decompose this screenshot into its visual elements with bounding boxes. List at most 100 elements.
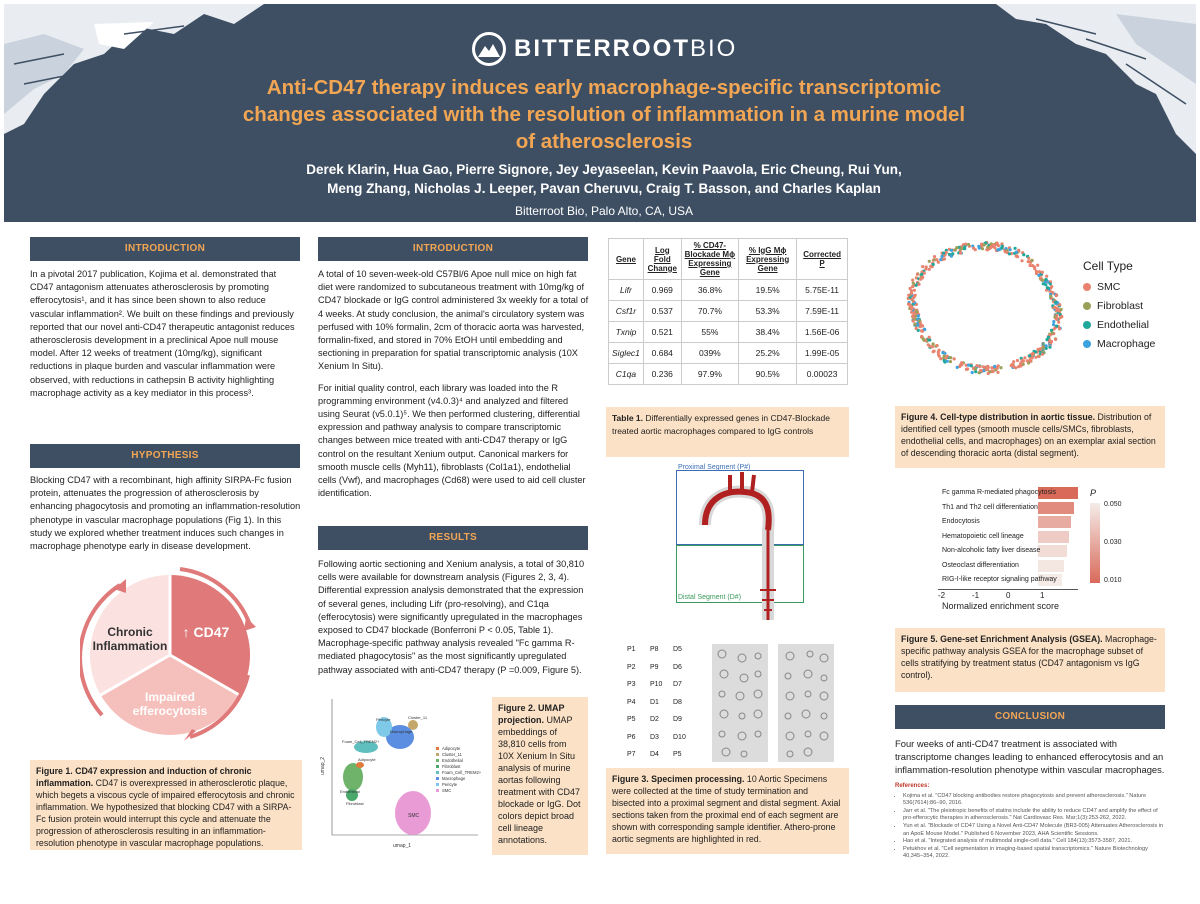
cell-point (1049, 328, 1054, 332)
specimen-label: D8 (673, 698, 682, 706)
cell-point (920, 272, 924, 276)
company-logo: BITTERROOTBIO (472, 32, 737, 66)
cycle-arrow-3 (80, 583, 122, 717)
umap-legend: Adipocyte Cluster_11 Endothelial Fibrobl… (436, 746, 482, 793)
celltype-legend-item: Fibroblast (1083, 300, 1155, 312)
cell-point (959, 247, 963, 251)
table-cell: 0.236 (642, 363, 682, 385)
cell-point (923, 327, 927, 332)
cycle-arrow-2 (189, 674, 250, 739)
figure2-caption-body: UMAP embeddings of 38,810 cells from 10X… (498, 715, 581, 845)
table-row: Csf1r 0.537 70.7% 53.3% 7.59E-11 (608, 300, 848, 322)
author-list: Derek Klarin, Hua Gao, Pierre Signore, J… (306, 162, 902, 196)
gsea-colorbar-tick: 0.030 (1104, 539, 1122, 546)
cell-point (910, 307, 914, 311)
umap-y-label: umap_2 (320, 757, 326, 775)
cell-point (942, 251, 946, 255)
cell-point (1055, 324, 1059, 328)
specimen-label: D2 (650, 716, 659, 723)
umap-label-endothelial: Endothelial (340, 789, 360, 794)
reference-item: Jarr et al. "The pleiotropic benefits of… (903, 808, 1167, 823)
gsea-chart: Fc gamma R-mediated phagocytosis Th1 and … (930, 485, 1145, 615)
legend-dot-icon (1083, 321, 1091, 329)
cell-point (996, 370, 1000, 374)
cell-point (937, 353, 941, 357)
cell-point (931, 350, 935, 354)
cell-point (1054, 300, 1058, 304)
specimen-label: P3 (627, 681, 636, 688)
table-cell: Txnip (608, 321, 644, 343)
cell-point (1046, 335, 1050, 339)
cell-point (939, 258, 943, 262)
table-cell: 1.99E-05 (796, 342, 848, 364)
cell-point (1037, 354, 1041, 359)
cell-point (960, 361, 964, 365)
cell-point (1028, 263, 1032, 268)
cell-point (916, 314, 920, 318)
table-cell: Lifr (608, 279, 644, 301)
figure4-caption-title: Figure 4. Cell-type distribution in aort… (901, 412, 1096, 422)
cell-point (980, 247, 985, 251)
cell-point (1016, 255, 1020, 259)
cell-point (1048, 282, 1052, 286)
table-cell: 53.3% (738, 300, 798, 322)
gsea-pathway-label: Hematopoietic cell lineage (942, 532, 1024, 540)
figure1-caption-title: Figure 1. CD47 expression and induction … (36, 766, 252, 788)
gsea-x-label: Normalized enrichment score (942, 601, 1060, 611)
gsea-x-tick: 1 (1040, 591, 1045, 600)
specimen-label: P1 (627, 646, 636, 653)
figure3-caption: Figure 3. Specimen processing. 10 Aortic… (606, 768, 849, 854)
cell-point (1060, 315, 1064, 319)
cell-point (908, 286, 912, 291)
aorta-diagram (699, 472, 776, 620)
cell-point (1038, 347, 1043, 351)
mountain-logo-icon (472, 32, 506, 66)
specimen-label: D10 (673, 733, 686, 741)
cycle-diagram (80, 567, 256, 741)
affiliation: Bitterroot Bio, Palo Alto, CA, USA (514, 204, 694, 218)
cell-point (942, 354, 946, 358)
cell-point (914, 276, 918, 280)
specimen-label: D3 (650, 733, 659, 741)
cell-point (910, 310, 914, 314)
celltype-legend-item: Macrophage (1083, 338, 1155, 350)
specimen-label: P4 (627, 698, 636, 706)
legend-dot-icon (1083, 302, 1091, 310)
figure4-caption: Figure 4. Cell-type distribution in aort… (895, 406, 1165, 468)
cell-point (1057, 320, 1061, 324)
cycle-arrow-1 (179, 567, 252, 626)
table1-caption-body: Differentially expressed genes in CD47-B… (612, 413, 830, 436)
cell-point (1009, 363, 1013, 368)
table-cell: 5.75E-11 (796, 279, 848, 301)
gsea-bar (1038, 574, 1062, 586)
gsea-bar (1038, 487, 1079, 499)
conclusion-heading: CONCLUSION (895, 705, 1165, 729)
cell-point (932, 255, 937, 259)
figure1-caption: Figure 1. CD47 expression and induction … (30, 760, 302, 850)
cell-point (996, 364, 1000, 368)
cell-point (966, 367, 970, 371)
table-header-cell: % IgG Mɸ Expressing Gene (738, 238, 798, 280)
table-cell: 70.7% (680, 300, 740, 322)
cell-point (1019, 364, 1023, 368)
cell-point (1014, 250, 1018, 254)
intro-text: In a pivotal 2017 publication, Kojima et… (30, 269, 295, 398)
cell-point (939, 357, 943, 361)
celltype-legend: Cell Type SMC Fibroblast Endothelial Macrop… (1083, 259, 1155, 357)
table-cell: 0.00023 (796, 363, 848, 385)
cell-point (944, 248, 948, 252)
cell-point (942, 359, 946, 363)
table1-caption: Table 1. Differentially expressed genes … (606, 407, 849, 457)
cell-point (963, 247, 967, 251)
cell-point (1028, 354, 1032, 358)
gsea-bar (1038, 516, 1072, 528)
cell-point (974, 370, 978, 374)
specimen-label: P8 (650, 646, 659, 653)
cell-point (927, 259, 931, 263)
gsea-bar (1038, 530, 1069, 543)
distal-segment-label: Distal Segment (D#) (678, 594, 742, 601)
cell-point (949, 356, 953, 360)
table-header-cell: Gene (608, 238, 644, 280)
table-cell: C1qa (608, 363, 644, 385)
cell-point (958, 363, 962, 368)
